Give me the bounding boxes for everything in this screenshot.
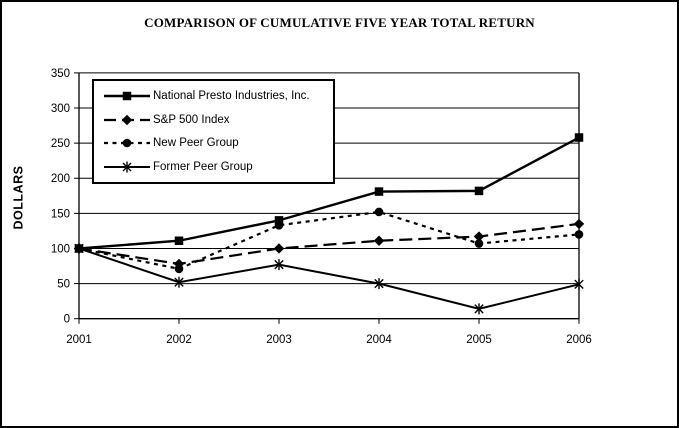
x-tick-label-2004: 2004 [366,334,392,346]
data-point-s-p-500-index-2005 [473,231,485,242]
data-point-s-p-500-index-2004 [373,235,385,246]
y-tick-label-300: 300 [51,103,70,115]
data-point-national-presto-industries-inc-2004 [374,187,384,196]
data-point-former-peer-group-2006 [574,278,584,290]
series-line-national-presto-industries-inc [78,136,580,250]
x-tick-labels: 2001 2002 2003 2004 2005 2006 [66,334,592,346]
data-point-s-p-500-index-2006 [573,218,585,230]
legend-label-sp500: S&P 500 Index [153,113,230,126]
x-tick-label-2002: 2002 [166,334,192,346]
y-tick-label-200: 200 [51,173,70,185]
legend-dotted-line-circle-marker-icon [104,139,150,148]
y-tick-label-0: 0 [64,314,70,326]
y-tick-label-150: 150 [51,208,70,220]
data-point-former-peer-group-2002 [174,276,184,288]
data-series [73,133,585,315]
axes [78,72,580,320]
legend-solid-line-asterisk-marker-icon [104,161,150,173]
data-point-national-presto-industries-inc-2005 [474,186,484,196]
data-point-former-peer-group-2005 [474,303,484,315]
data-point-national-presto-industries-inc-2006 [574,133,584,142]
data-point-national-presto-industries-inc-2002 [174,236,184,245]
data-point-new-peer-group-2006 [574,230,584,239]
series-line-new-peer-group [78,210,580,270]
chart-title: COMPARISON OF CUMULATIVE FIVE YEAR TOTAL… [144,15,535,30]
legend-label-new-peer-group: New Peer Group [153,137,239,150]
x-tick-label-2005: 2005 [466,334,492,346]
legend-item-former-peer-group: Former Peer Group [104,156,333,178]
data-point-new-peer-group-2002 [174,264,184,274]
chart-legend: National Presto Industries, Inc. S&P 500… [92,79,335,184]
legend-item-national-presto: National Presto Industries, Inc. [104,85,333,107]
data-point-former-peer-group-2004 [374,278,384,290]
x-tick-label-2003: 2003 [266,334,292,346]
legend-dashed-line-diamond-marker-icon [104,114,150,125]
data-point-former-peer-group-2001 [74,242,84,254]
y-tick-labels: 0 50 100 150 200 250 300 350 [51,68,70,326]
series-line-s-p-500-index [78,222,580,266]
y-tick-label-100: 100 [51,243,70,255]
data-point-new-peer-group-2003 [274,220,284,230]
legend-label-former-peer-group: Former Peer Group [153,161,253,174]
x-tick-label-2006: 2006 [566,334,592,346]
data-point-former-peer-group-2003 [274,259,284,271]
data-point-s-p-500-index-2003 [273,243,285,254]
series-line-former-peer-group [78,247,580,310]
y-tick-label-250: 250 [51,138,70,150]
y-tick-label-50: 50 [57,279,70,291]
legend-item-sp500: S&P 500 Index [104,109,333,131]
data-point-national-presto-industries-inc-2003 [274,216,284,225]
data-point-new-peer-group-2004 [374,207,384,217]
x-tick-label-2001: 2001 [66,334,92,346]
data-point-new-peer-group-2005 [474,239,484,248]
legend-solid-line-square-marker-icon [104,91,150,101]
legend-item-new-peer-group: New Peer Group [104,132,333,154]
y-tick-label-350: 350 [51,68,70,80]
legend-label-national-presto: National Presto Industries, Inc. [153,89,310,102]
